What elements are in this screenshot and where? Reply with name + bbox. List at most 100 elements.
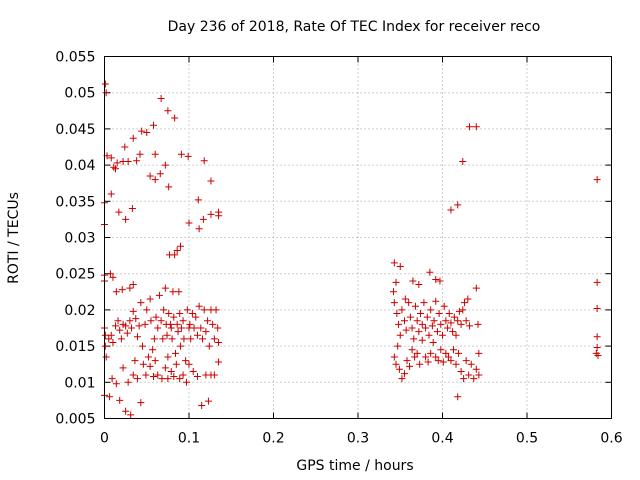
data-point <box>164 107 172 115</box>
data-point <box>112 380 120 388</box>
data-point <box>177 342 185 350</box>
data-point <box>472 123 480 131</box>
data-point <box>102 353 110 361</box>
data-point <box>150 373 158 381</box>
data-point <box>215 358 223 366</box>
data-point <box>460 299 468 307</box>
data-point <box>142 371 150 379</box>
data-point <box>147 317 155 325</box>
x-axis-label: GPS time / hours <box>296 458 413 474</box>
data-point <box>173 247 181 255</box>
data-point <box>101 80 109 88</box>
data-point <box>392 278 400 286</box>
data-point <box>149 346 157 354</box>
data-point <box>400 317 408 325</box>
y-tick-label: 0.005 <box>55 412 95 428</box>
data-point <box>403 357 411 365</box>
data-point <box>398 375 406 383</box>
data-point <box>112 288 120 296</box>
data-point <box>464 295 472 303</box>
data-point <box>424 358 432 366</box>
data-point <box>423 313 431 321</box>
data-point <box>396 262 404 270</box>
data-point <box>390 353 398 361</box>
data-point <box>437 320 445 328</box>
data-point <box>395 320 403 328</box>
data-point <box>168 335 176 343</box>
data-point <box>165 183 173 191</box>
data-point <box>105 335 113 343</box>
data-point <box>122 407 130 415</box>
data-point <box>173 320 181 328</box>
data-point <box>170 313 178 321</box>
data-point <box>129 134 137 142</box>
data-point <box>150 121 158 129</box>
data-point <box>433 328 441 336</box>
data-point <box>143 129 151 137</box>
data-point <box>172 360 180 368</box>
data-point <box>408 324 416 332</box>
data-point <box>454 393 462 401</box>
data-point <box>133 375 141 383</box>
x-tick-label: 0.1 <box>178 431 200 447</box>
data-point <box>154 324 162 332</box>
data-point <box>119 364 127 372</box>
data-point <box>129 307 137 315</box>
data-point <box>394 342 402 350</box>
data-point <box>182 357 190 365</box>
gridlines <box>104 56 612 419</box>
data-point <box>192 313 200 321</box>
data-point <box>190 324 198 332</box>
data-point <box>406 313 414 321</box>
data-point <box>184 152 192 160</box>
data-point <box>204 397 212 405</box>
data-point <box>593 176 601 184</box>
data-point <box>454 317 462 325</box>
data-point <box>179 371 187 379</box>
data-point <box>129 371 137 379</box>
data-point <box>135 322 143 330</box>
data-point <box>450 313 458 321</box>
data-point <box>418 320 426 328</box>
data-point <box>415 281 423 289</box>
data-point <box>146 172 154 180</box>
data-point <box>106 270 114 278</box>
data-point <box>115 208 123 216</box>
data-point <box>401 295 409 303</box>
data-point <box>144 353 152 361</box>
data-point <box>207 177 215 185</box>
data-point <box>132 315 140 323</box>
data-point <box>124 157 132 165</box>
data-point <box>470 375 478 383</box>
data-point <box>107 154 115 162</box>
data-point <box>111 322 119 330</box>
data-point <box>442 317 450 325</box>
data-point <box>462 317 470 325</box>
y-tick-label: 0.05 <box>64 86 95 102</box>
data-point <box>452 331 460 339</box>
data-point <box>410 335 418 343</box>
data-point <box>447 206 455 214</box>
data-point <box>200 157 208 165</box>
data-point <box>215 212 223 220</box>
data-point <box>437 346 445 354</box>
data-point <box>143 306 151 314</box>
data-point <box>460 375 468 383</box>
data-point <box>457 367 465 375</box>
data-point <box>126 317 134 325</box>
x-tick-label: 0.6 <box>600 431 622 447</box>
data-point <box>457 320 465 328</box>
data-point <box>186 320 194 328</box>
data-point <box>137 399 145 407</box>
data-point <box>435 310 443 318</box>
data-point <box>405 299 413 307</box>
data-point <box>406 362 414 370</box>
data-point <box>155 291 163 299</box>
data-point <box>434 357 442 365</box>
data-point <box>430 317 438 325</box>
x-tick-label: 0.2 <box>262 431 284 447</box>
data-point <box>164 353 172 361</box>
data-point <box>436 277 444 285</box>
data-point <box>139 360 147 368</box>
